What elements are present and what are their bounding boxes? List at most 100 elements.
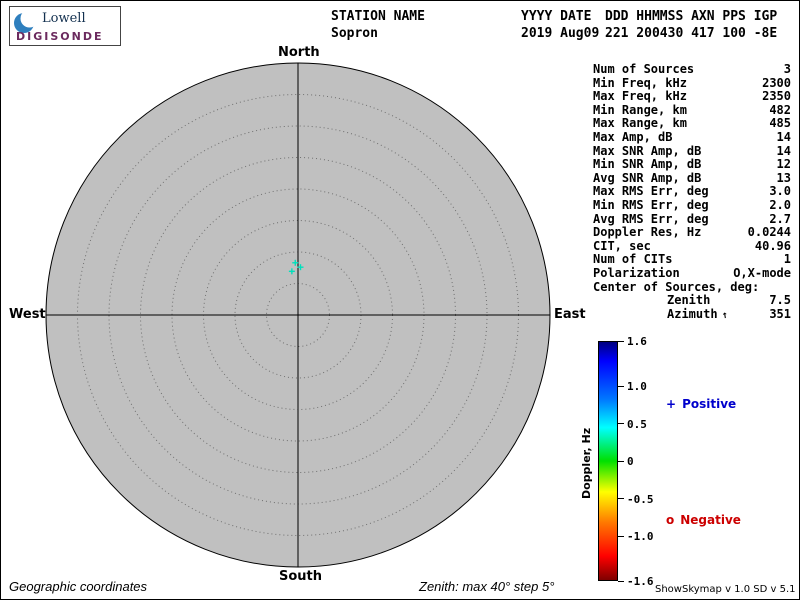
header-codes-column: DDD HHMMSS AXN PPS IGP 221 200430 417 100… <box>605 8 777 42</box>
stat-row-polarization: Polarization O,X-mode <box>593 265 791 281</box>
colorbar-tick <box>618 498 624 499</box>
skymap-plot <box>45 62 551 568</box>
stat-value: 482 <box>769 102 791 117</box>
colorbar-tick-label: -1.6 <box>627 575 654 588</box>
positive-marker-icon: + <box>666 397 677 411</box>
stat-label: Max Amp, dB <box>593 129 673 144</box>
stat-row-cit-sec: CIT, sec 40.96 <box>593 238 791 254</box>
stat-value: 1 <box>783 252 791 267</box>
stat-value: 2300 <box>762 75 791 90</box>
stat-row-max-rms-err-deg: Max RMS Err, deg 3.0 <box>593 185 791 199</box>
program-version-label: ShowSkymap v 1.0 SD v 5.1 <box>655 584 796 595</box>
azimuth-direction-icon: ↑ <box>720 309 729 322</box>
colorbar-tick-label: 0.5 <box>627 417 647 431</box>
stat-label: Azimuth ↑ <box>667 306 729 322</box>
colorbar-tick <box>618 423 624 424</box>
stat-label: Max SNR Amp, dB <box>593 143 702 158</box>
stat-label: Min Freq, kHz <box>593 75 687 90</box>
stat-label: Avg RMS Err, deg <box>593 211 709 226</box>
colorbar-tick <box>618 535 624 537</box>
stat-row-avg-snr-amp-db: Avg SNR Amp, dB 13 <box>593 170 791 186</box>
logo-product-text: DIGISONDE <box>16 30 104 43</box>
stat-label: Max RMS Err, deg <box>593 184 709 199</box>
legend-positive-label: Positive <box>682 397 737 411</box>
stat-value: 0.0244 <box>747 225 791 240</box>
colorbar-tick-label: -0.5 <box>627 492 654 506</box>
legend-negative-label: Negative <box>680 513 741 527</box>
colorbar-tick <box>618 340 624 342</box>
stat-row-num-of-cits: Num of CITs 1 <box>593 253 791 267</box>
lowell-crescent-icon <box>14 9 39 33</box>
stat-value: 351 <box>769 306 791 321</box>
stat-label: Max Freq, kHz <box>593 89 687 104</box>
stat-label: Min RMS Err, deg <box>593 197 709 212</box>
legend-negative: o Negative <box>666 513 741 527</box>
colorbar-tick-label: 0 <box>627 455 634 468</box>
coordinate-system-label: Geographic coordinates <box>9 579 148 594</box>
stat-label: CIT, sec <box>593 238 651 253</box>
colorbar-tick-label: 1.6 <box>627 335 647 348</box>
stat-row-doppler-res-hz: Doppler Res, Hz 0.0244 <box>593 226 791 240</box>
colorbar-tick <box>618 385 624 387</box>
logo-brand-text: Lowell <box>42 11 86 26</box>
stat-label: Center of Sources, deg: <box>593 279 760 294</box>
stat-row-min-range-km: Min Range, km 482 <box>593 102 791 118</box>
colorbar-tick-label: 1.0 <box>627 380 647 393</box>
stat-value: 12 <box>776 157 791 172</box>
stat-value: 13 <box>776 170 791 185</box>
stat-row-max-range-km: Max Range, km 485 <box>593 117 791 131</box>
compass-west-label: West <box>9 307 46 322</box>
stat-label: Avg SNR Amp, dB <box>593 170 702 185</box>
stat-value: 485 <box>769 116 791 131</box>
zenith-scale-label: Zenith: max 40° step 5° <box>419 579 555 594</box>
stat-label: Doppler Res, Hz <box>593 225 702 240</box>
header-date-column: YYYY DATE 2019 Aug09 <box>521 8 599 42</box>
stat-row-max-amp-db: Max Amp, dB 14 <box>593 129 791 145</box>
colorbar-tick <box>618 460 624 462</box>
stat-value: 14 <box>776 129 791 144</box>
compass-east-label: East <box>554 307 586 322</box>
colorbar-tick <box>618 580 624 582</box>
header-codes-value: 221 200430 417 100 -8E <box>605 26 778 41</box>
stats-panel: Num of Sources 3 Min Freq, kHz 2300 Max Freq… <box>593 62 791 322</box>
stat-row-max-freq-khz: Max Freq, kHz 2350 <box>593 90 791 104</box>
stat-value: 3 <box>783 62 791 76</box>
header-station-label: STATION NAME <box>331 9 425 24</box>
stat-value: 14 <box>776 143 791 158</box>
stat-value: 7.5 <box>769 293 791 308</box>
header-station-column: STATION NAME Sopron <box>331 8 425 42</box>
negative-marker-icon: o <box>666 513 675 527</box>
stat-label: Zenith <box>667 293 711 308</box>
header-date-value: 2019 Aug09 <box>521 26 600 41</box>
stat-value: 2.0 <box>769 197 791 212</box>
stat-row-min-snr-amp-db: Min SNR Amp, dB 12 <box>593 158 791 172</box>
stat-label: Polarization <box>593 265 680 280</box>
stat-value: 3.0 <box>769 184 791 199</box>
stat-value: O,X-mode <box>733 265 791 280</box>
header-date-label: YYYY DATE <box>521 9 592 24</box>
stat-row-max-snr-amp-db: Max SNR Amp, dB 14 <box>593 143 791 159</box>
lowell-digisonde-logo: Lowell DIGISONDE <box>9 6 121 46</box>
stat-row-min-rms-err-deg: Min RMS Err, deg 2.0 <box>593 197 791 213</box>
stat-row-zenith: Zenith 7.5 <box>593 293 791 308</box>
stat-row-num-of-sources: Num of Sources 3 <box>593 62 791 77</box>
stat-label: Min Range, km <box>593 102 687 117</box>
stat-label: Min SNR Amp, dB <box>593 157 702 172</box>
compass-north-label: North <box>278 45 320 60</box>
colorbar-axis-label: Doppler, Hz <box>580 427 593 500</box>
stat-label: Max Range, km <box>593 116 687 131</box>
legend-positive: + Positive <box>666 397 736 411</box>
compass-south-label: South <box>279 569 323 584</box>
stat-label: Num of Sources <box>593 62 695 76</box>
header-station-value: Sopron <box>331 26 378 41</box>
stat-value: 40.96 <box>754 238 791 253</box>
stat-row-min-freq-khz: Min Freq, kHz 2300 <box>593 75 791 91</box>
stat-row-azimuth: Azimuth ↑ 351 <box>593 306 791 322</box>
stat-label: Num of CITs <box>593 252 673 267</box>
stat-row-avg-rms-err-deg: Avg RMS Err, deg 2.7 <box>593 211 791 227</box>
stat-row-center-of-sources-deg: Center of Sources, deg: <box>593 279 791 295</box>
header-codes-label: DDD HHMMSS AXN PPS IGP <box>605 9 778 24</box>
stat-value: 2.7 <box>769 211 791 226</box>
doppler-colorbar <box>598 341 618 581</box>
